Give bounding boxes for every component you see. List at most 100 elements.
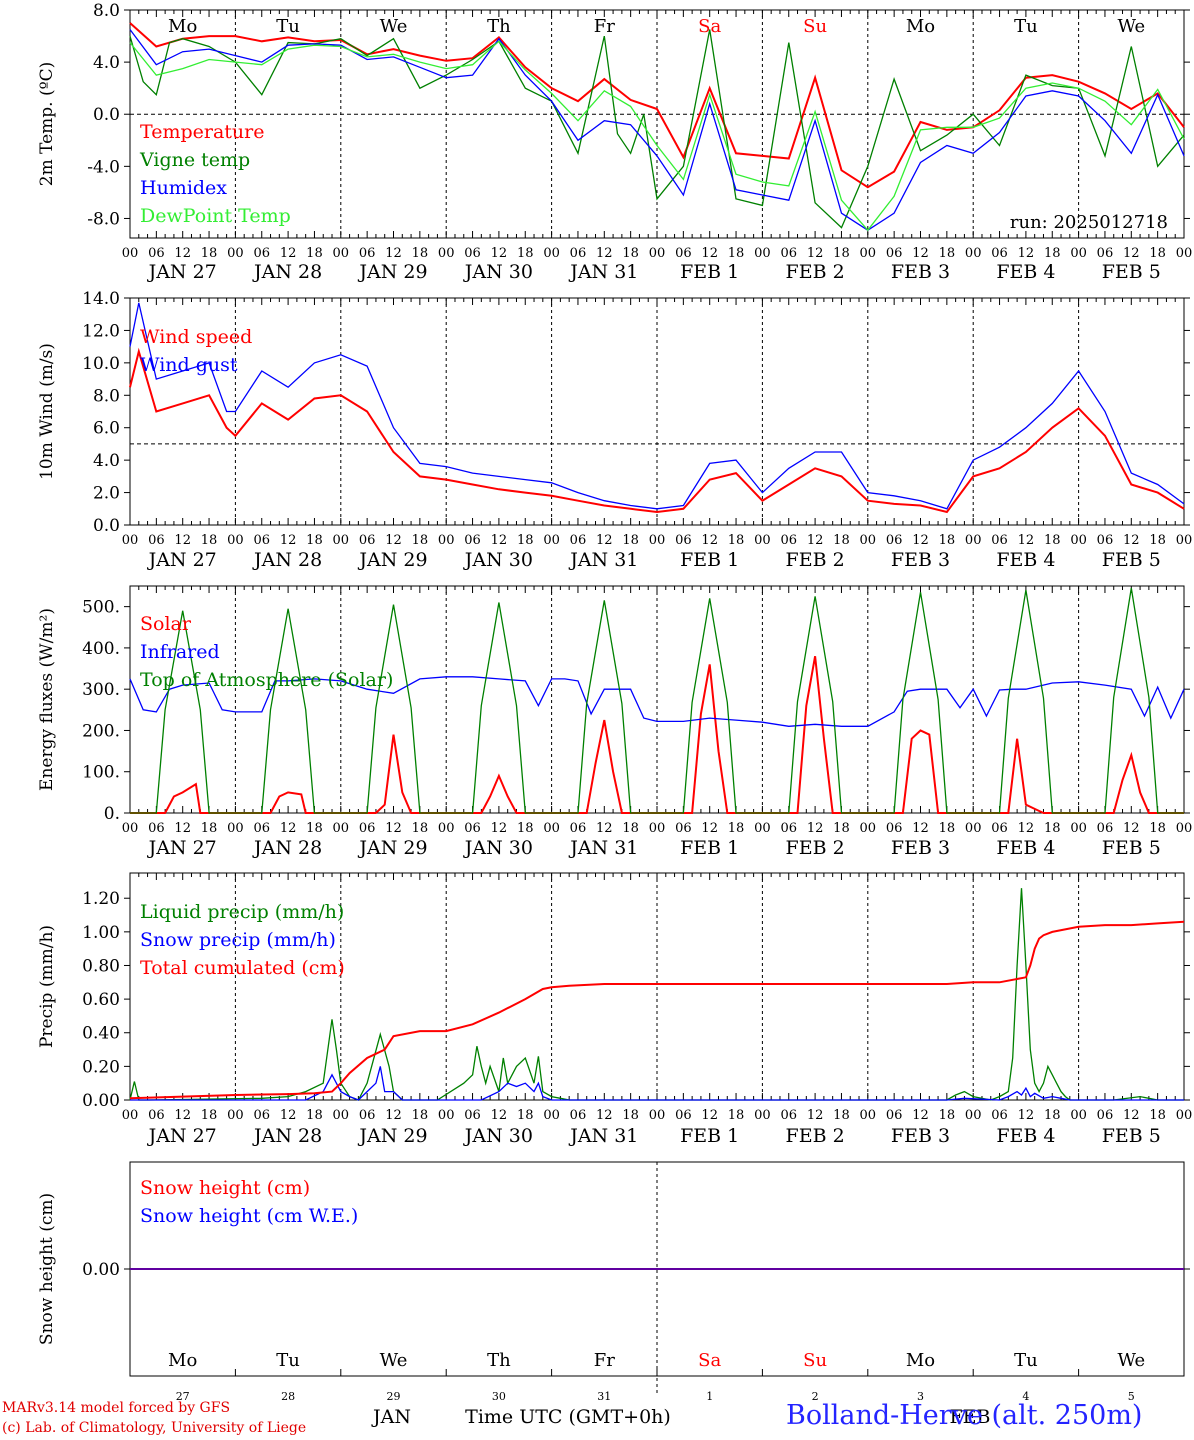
y-tick-label: 4.0 [93,451,120,471]
hour-tick-label: 12 [1018,1108,1035,1123]
hour-tick-label: 06 [464,1108,481,1123]
hour-tick-label: 00 [965,821,982,836]
hour-tick-label: 12 [491,533,508,548]
y-tick-label: 1.00 [82,923,120,943]
hour-tick-label: 06 [253,246,270,261]
hour-tick-label: 00 [965,246,982,261]
hour-tick-label: 18 [306,533,323,548]
date-label: FEB 1 [680,1125,739,1147]
hour-tick-label: 00 [1176,533,1193,548]
day-name: Mo [906,16,935,37]
hour-tick-label: 06 [886,246,903,261]
hour-tick-label: 00 [122,533,139,548]
hour-tick-label: 00 [1176,821,1193,836]
month-label-feb: FEB [949,1406,990,1428]
hour-tick-label: 18 [201,533,218,548]
series-line [129,22,1185,189]
hour-tick-label: 06 [675,246,692,261]
legend-entry: Snow height (cm) [140,1177,310,1199]
hour-tick-label: 12 [491,821,508,836]
day-name: Sa [698,1350,721,1371]
y-axis-label: 10m Wind (m/s) [37,343,57,480]
day-name: We [380,16,408,37]
hour-tick-label: 00 [860,821,877,836]
hour-tick-label: 00 [227,1108,244,1123]
hour-tick-label: 12 [1123,821,1140,836]
hour-tick-label: 00 [754,246,771,261]
hour-tick-label: 18 [1044,1108,1061,1123]
hour-tick-label: 06 [570,821,587,836]
hour-tick-label: 06 [780,533,797,548]
hour-tick-label: 06 [359,1108,376,1123]
series-line [129,302,1185,510]
date-label: JAN 30 [463,1125,533,1147]
y-tick-label: 300. [82,680,120,700]
hour-tick-label: 18 [517,1108,534,1123]
date-label: FEB 3 [891,837,950,859]
date-label: FEB 4 [996,1125,1055,1147]
hour-tick-label: 00 [860,246,877,261]
y-tick-label: 100. [82,763,120,783]
hour-tick-label: 18 [622,246,639,261]
hour-tick-label: 12 [807,1108,824,1123]
date-label: JAN 31 [568,549,638,571]
date-label: FEB 3 [891,1125,950,1147]
hour-tick-label: 06 [886,1108,903,1123]
date-label: FEB 5 [1102,1125,1161,1147]
legend-entry: Temperature [140,121,264,143]
day-number: 5 [1128,1390,1135,1403]
hour-tick-label: 06 [253,533,270,548]
hour-tick-label: 00 [1070,821,1087,836]
date-label: FEB 5 [1102,837,1161,859]
hour-tick-label: 06 [886,821,903,836]
day-number: 29 [387,1390,401,1403]
hour-tick-label: 12 [385,246,402,261]
hour-tick-label: 00 [754,821,771,836]
hour-tick-label: 06 [1097,533,1114,548]
y-tick-label: 0.00 [82,1091,120,1111]
y-tick-label: 0.0 [93,516,120,536]
legend-entry: Total cumulated (cm) [140,957,345,979]
day-name: Fr [594,1350,615,1371]
date-label: FEB 4 [996,837,1055,859]
hour-tick-label: 00 [122,246,139,261]
hour-tick-label: 18 [306,246,323,261]
y-tick-label: 0.20 [82,1057,120,1077]
date-label: FEB 3 [891,261,950,283]
date-label: JAN 29 [357,261,427,283]
date-label: FEB 1 [680,549,739,571]
hour-tick-label: 00 [649,533,666,548]
y-tick-label: 8.0 [93,386,120,406]
series-line [130,1066,1184,1101]
hour-tick-label: 12 [280,533,297,548]
day-name: Mo [168,16,197,37]
hour-tick-label: 12 [701,246,718,261]
hour-tick-label: 00 [438,821,455,836]
hour-tick-label: 12 [596,821,613,836]
hour-tick-label: 12 [174,246,191,261]
hour-tick-label: 18 [412,1108,429,1123]
time-axis-label: Time UTC (GMT+0h) [465,1406,671,1428]
date-label: JAN 27 [147,1125,217,1147]
date-label: JAN 28 [252,1125,322,1147]
y-tick-label: 0.80 [82,956,120,976]
hour-tick-label: 12 [912,246,929,261]
hour-tick-label: 12 [912,1108,929,1123]
hour-tick-label: 00 [754,1108,771,1123]
hour-tick-label: 00 [543,821,560,836]
hour-tick-label: 06 [1097,1108,1114,1123]
day-name: We [1117,1350,1145,1371]
hour-tick-label: 06 [148,533,165,548]
hour-tick-label: 06 [570,533,587,548]
hour-tick-label: 12 [491,246,508,261]
y-axis-label: Precip (mm/h) [37,925,57,1048]
hour-tick-label: 00 [438,533,455,548]
hour-tick-label: 06 [780,1108,797,1123]
legend-entry: Wind speed [140,326,252,348]
hour-tick-label: 18 [833,533,850,548]
hour-tick-label: 06 [253,1108,270,1123]
day-name: Th [487,1350,511,1371]
hour-tick-label: 06 [464,533,481,548]
hour-tick-label: 00 [860,533,877,548]
hour-tick-label: 18 [201,1108,218,1123]
